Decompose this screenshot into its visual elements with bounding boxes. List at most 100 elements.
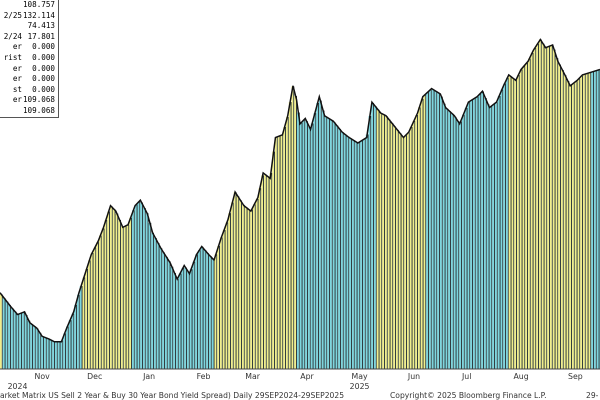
bar: [126, 224, 129, 369]
bar-separator: [562, 69, 564, 369]
bar-separator: [51, 339, 53, 369]
bar-separator: [117, 213, 119, 369]
bar-separator: [568, 81, 570, 369]
bar: [511, 78, 514, 369]
bar-separator: [180, 273, 182, 369]
bar: [475, 96, 478, 369]
bar-separator: [538, 43, 539, 370]
bar-separator: [507, 77, 509, 370]
bar: [497, 96, 500, 369]
bar-separator: [12, 308, 14, 369]
bar-separator: [95, 247, 97, 369]
bar: [577, 78, 580, 370]
bar-separator: [315, 113, 317, 369]
bar-separator: [213, 259, 215, 369]
month-tick-label: Nov: [34, 372, 50, 381]
bar: [123, 226, 126, 369]
bar: [519, 69, 522, 369]
bar: [500, 89, 503, 369]
bar: [489, 106, 492, 369]
bar: [151, 232, 154, 369]
bar: [539, 39, 541, 370]
bar: [93, 247, 96, 369]
bar-separator: [527, 62, 528, 369]
bar-separator: [183, 268, 185, 369]
bar-separator: [444, 103, 446, 369]
legend-box: 108.757 2/25 132.114 74.413 2/24 17.801 er 0.00…: [0, 0, 59, 118]
bar: [96, 242, 99, 369]
bar-separator: [560, 64, 561, 370]
bar: [66, 326, 68, 369]
bar-separator: [452, 113, 454, 369]
bar-separator: [356, 141, 358, 369]
legend-row: st 0.000: [0, 85, 58, 96]
bar-separator: [447, 108, 449, 369]
footer-stamp: 29-: [586, 391, 599, 400]
bar: [181, 268, 184, 369]
legend-label: rist: [3, 52, 22, 62]
bar: [112, 209, 115, 369]
legend-row: 74.413: [0, 21, 58, 32]
bar-separator: [216, 254, 218, 369]
bar: [79, 285, 82, 369]
bar-separator: [282, 135, 284, 369]
bar: [275, 137, 277, 369]
legend-row: 2/25 132.114: [0, 11, 58, 22]
bar-separator: [340, 129, 341, 369]
bar-separator: [15, 311, 17, 369]
bar-separator: [318, 102, 319, 370]
bar-separator: [458, 121, 460, 369]
bar: [354, 141, 357, 369]
bar: [8, 305, 11, 369]
bar-separator: [67, 326, 69, 369]
bar-separator: [334, 122, 336, 370]
bar-separator: [122, 226, 124, 369]
bar-separator: [164, 252, 165, 369]
bar: [508, 75, 511, 370]
bar-separator: [188, 271, 190, 369]
bar-separator: [576, 81, 578, 370]
bar-separator: [337, 125, 339, 369]
bar-separator: [34, 326, 36, 369]
bar: [258, 188, 261, 369]
bar-separator: [290, 102, 292, 369]
bar: [222, 229, 225, 369]
bar: [228, 213, 231, 369]
bar: [16, 314, 19, 369]
bar: [233, 192, 236, 369]
bar: [308, 126, 310, 370]
bar-separator: [186, 267, 187, 369]
bar: [385, 116, 387, 369]
legend-row: rist 0.000: [0, 53, 58, 64]
year-tick-label: 2025: [349, 382, 370, 391]
month-tick-label: Sep: [568, 372, 583, 381]
bar: [363, 138, 365, 369]
bar: [140, 202, 143, 369]
bar-separator: [551, 45, 553, 369]
bar: [145, 213, 148, 369]
bar-separator: [469, 101, 471, 370]
bar-separator: [230, 213, 231, 369]
bar: [393, 126, 396, 369]
bar: [555, 58, 558, 369]
bar: [288, 102, 291, 369]
bar: [327, 118, 330, 369]
bar: [101, 228, 104, 369]
month-tick-label: Aug: [513, 372, 529, 381]
bar-separator: [389, 119, 391, 370]
bar: [596, 70, 599, 369]
bar-separator: [106, 220, 108, 369]
bar: [481, 91, 484, 369]
bar-separator: [26, 315, 28, 369]
bar-separator: [518, 75, 520, 369]
bar-separator: [571, 85, 572, 369]
bar-separator: [540, 39, 542, 370]
bar-separator: [191, 269, 193, 369]
bar: [217, 245, 220, 369]
bar-separator: [32, 324, 33, 369]
bar-separator: [422, 98, 424, 369]
bar: [442, 103, 445, 369]
bar-separator: [304, 119, 306, 369]
bar: [321, 110, 324, 370]
bar: [302, 119, 305, 369]
